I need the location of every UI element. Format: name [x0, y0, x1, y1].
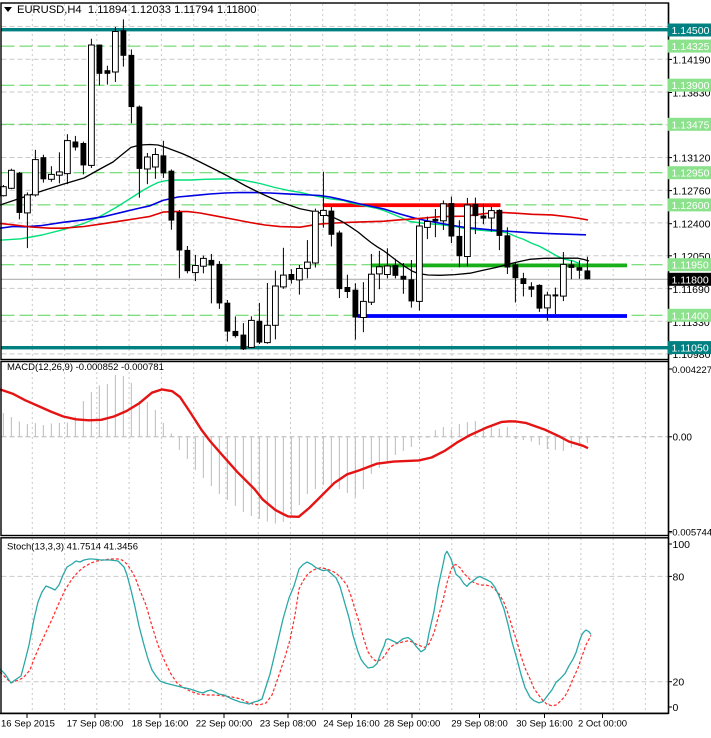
- svg-text:Stoch(13,3,3) 41.7514 41.3456: Stoch(13,3,3) 41.7514 41.3456: [7, 542, 138, 553]
- svg-text:18 Sep 16:00: 18 Sep 16:00: [132, 719, 189, 730]
- svg-text:1.12600: 1.12600: [672, 200, 710, 212]
- svg-text:0.004227: 0.004227: [672, 365, 711, 376]
- svg-text:1.12760: 1.12760: [673, 186, 711, 198]
- svg-text:16 Sep 2015: 16 Sep 2015: [1, 719, 55, 730]
- svg-text:-0.005744: -0.005744: [669, 528, 711, 539]
- svg-text:1.13475: 1.13475: [672, 119, 710, 131]
- svg-text:1.11950: 1.11950: [672, 260, 709, 272]
- svg-text:23 Sep 08:00: 23 Sep 08:00: [260, 719, 317, 730]
- svg-text:1.13900: 1.13900: [672, 80, 710, 92]
- svg-text:1.14190: 1.14190: [673, 54, 711, 66]
- svg-text:80: 80: [673, 571, 685, 583]
- svg-text:1.12400: 1.12400: [673, 219, 711, 231]
- svg-text:EURUSD,H4 1.11894 1.12033 1.1: EURUSD,H4 1.11894 1.12033 1.11794 1.1180…: [17, 4, 256, 16]
- svg-text:1.11800: 1.11800: [672, 274, 709, 286]
- svg-text:0: 0: [673, 702, 679, 714]
- svg-text:20: 20: [673, 677, 685, 689]
- svg-text:0.00: 0.00: [673, 432, 693, 443]
- svg-text:1.14325: 1.14325: [672, 41, 710, 53]
- svg-text:2 Oct 00:00: 2 Oct 00:00: [578, 719, 627, 730]
- svg-text:22 Sep 00:00: 22 Sep 00:00: [196, 719, 253, 730]
- svg-text:24 Sep 16:00: 24 Sep 16:00: [323, 719, 380, 730]
- svg-text:28 Sep 00:00: 28 Sep 00:00: [384, 719, 441, 730]
- svg-text:1.12950: 1.12950: [672, 168, 710, 180]
- svg-text:1.11050: 1.11050: [672, 343, 709, 355]
- svg-text:1.13120: 1.13120: [673, 153, 711, 165]
- svg-text:17 Sep 08:00: 17 Sep 08:00: [67, 719, 124, 730]
- svg-text:1.14500: 1.14500: [672, 25, 710, 37]
- svg-text:MACD(12,26,9) -0.000852 -0.000: MACD(12,26,9) -0.000852 -0.000781: [7, 362, 164, 373]
- svg-text:30 Sep 16:00: 30 Sep 16:00: [516, 719, 573, 730]
- svg-text:29 Sep 08:00: 29 Sep 08:00: [451, 719, 508, 730]
- svg-text:100: 100: [673, 539, 691, 551]
- svg-text:1.11400: 1.11400: [672, 310, 709, 322]
